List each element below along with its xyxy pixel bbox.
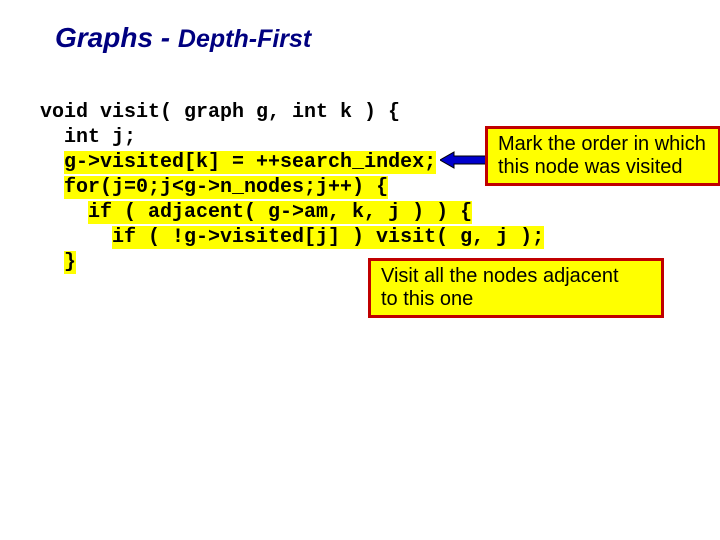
code-pre-6 [40, 251, 64, 274]
slide-title: Graphs - Depth-First [55, 22, 311, 54]
callout1-line2: this node was visited [498, 156, 683, 178]
code-line-3: for(j=0;j<g->n_nodes;j++) { [40, 176, 388, 199]
code-hl-6: } [64, 251, 76, 274]
code-pre-5 [40, 226, 112, 249]
title-main: Graphs [55, 22, 153, 53]
code-line-5: if ( !g->visited[j] ) visit( g, j ); [40, 226, 544, 249]
code-line-1: int j; [40, 126, 136, 149]
callout1-line1: Mark the order in which [498, 133, 706, 155]
callout-visit-adjacent: Visit all the nodes adjacent to this one [368, 258, 664, 318]
code-line-2: g->visited[k] = ++search_index; [40, 151, 436, 174]
code-hl-2: g->visited[k] = ++search_index; [64, 151, 436, 174]
title-sep: - [153, 22, 178, 53]
code-line-0: void visit( graph g, int k ) { [40, 101, 400, 124]
arrow-callout-1 [440, 150, 488, 170]
code-line-6: } [40, 251, 76, 274]
title-sub: Depth-First [178, 25, 311, 53]
code-pre-1: int j; [40, 126, 136, 149]
code-line-4: if ( adjacent( g->am, k, j ) ) { [40, 201, 472, 224]
code-pre-2 [40, 151, 64, 174]
code-hl-5: if ( !g->visited[j] ) visit( g, j ); [112, 226, 544, 249]
callout-mark-order: Mark the order in which this node was vi… [485, 126, 720, 186]
callout2-line1: Visit all the nodes adjacent [381, 265, 619, 287]
callout2-line2: to this one [381, 288, 473, 310]
code-hl-3: for(j=0;j<g->n_nodes;j++) { [64, 176, 388, 199]
code-pre-4 [40, 201, 88, 224]
code-pre-3 [40, 176, 64, 199]
code-hl-4: if ( adjacent( g->am, k, j ) ) { [88, 201, 472, 224]
code-block: void visit( graph g, int k ) { int j; g-… [40, 100, 544, 275]
code-pre-0: void visit( graph g, int k ) { [40, 101, 400, 124]
